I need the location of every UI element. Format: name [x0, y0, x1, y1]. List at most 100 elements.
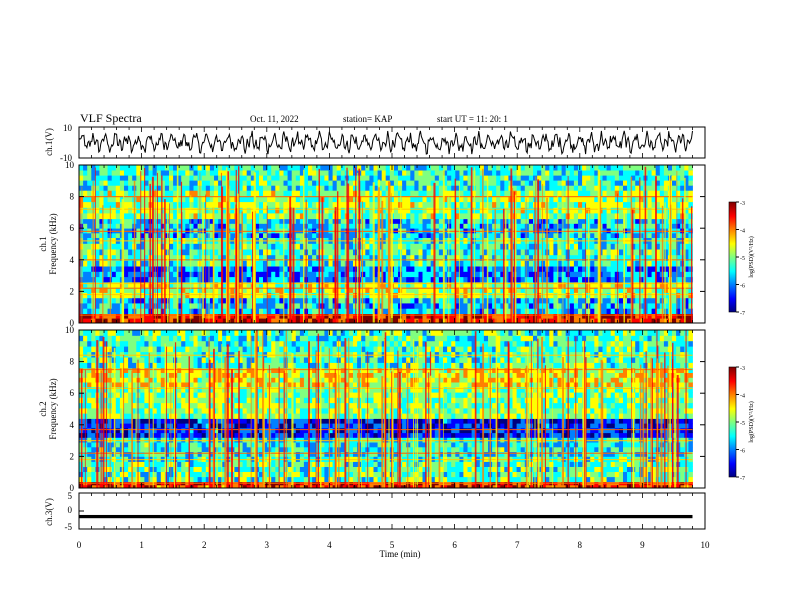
spectrogram-cell [651, 228, 657, 234]
spectrogram-cell [651, 254, 657, 261]
spectrogram-cell [259, 303, 264, 309]
spectrogram-cell [373, 276, 378, 283]
spectrogram-cell [185, 223, 190, 229]
spectrogram-cell [455, 175, 460, 181]
spectrogram-cell [561, 292, 567, 299]
spectrogram-cell [467, 297, 472, 304]
spectrogram-cell [463, 232, 468, 238]
spectrogram-cell [353, 484, 358, 489]
spectrogram-cell [238, 228, 243, 234]
spectrogram-cell [398, 175, 403, 181]
spectrogram-cell [316, 303, 321, 309]
spectrogram-cell [87, 254, 92, 261]
spectrogram-cell [169, 213, 174, 220]
spectrogram-cell [173, 185, 178, 191]
spectrogram-cell [553, 313, 558, 319]
spectrogram-cell [124, 243, 129, 250]
spectrogram-cell [95, 266, 100, 272]
spectrogram-cell [177, 297, 182, 304]
spectrogram-cell [602, 170, 607, 176]
spectrogram-cell [299, 175, 305, 181]
spectrogram-cell [316, 165, 321, 171]
spectrogram-cell [651, 271, 657, 278]
spectrogram-cell [128, 213, 133, 220]
spectrogram-cell [528, 297, 534, 304]
spectrogram-cell [500, 170, 505, 176]
spectrogram-cell [79, 281, 84, 288]
spectrogram-cell [308, 190, 313, 197]
spectrogram-cell [144, 260, 149, 267]
spectrogram-cell [324, 232, 329, 238]
spectrogram-cell [308, 165, 313, 171]
spectrogram-cell [250, 180, 256, 186]
spectrogram-cell [87, 218, 92, 224]
spectrogram-cell [271, 260, 276, 267]
spectrogram-cell [516, 185, 522, 191]
spectrogram-cell [111, 243, 117, 250]
spectrogram-cell [471, 232, 477, 238]
spectrogram-cell [614, 287, 620, 293]
spectrogram-cell [639, 313, 644, 319]
spectrogram-cell [160, 276, 166, 283]
spectrogram-cell [549, 260, 554, 267]
spectrogram-cell [267, 170, 272, 176]
spectrogram-cell [283, 271, 288, 278]
spectrogram-cell [222, 223, 227, 229]
spectrogram-cell [79, 287, 84, 293]
spectrogram-cell [263, 271, 268, 278]
spectrogram-cell [267, 287, 272, 293]
spectrogram-cell [528, 223, 534, 229]
spectrogram-cell [328, 165, 333, 171]
spectrogram-cell [205, 218, 211, 224]
spectrogram-cell [451, 484, 456, 489]
spectrogram-cell [218, 213, 223, 220]
spectrogram-cell [205, 170, 211, 176]
spectrogram-cell [267, 190, 272, 197]
spectrogram-cell [177, 232, 182, 238]
spectrogram-cell [614, 228, 620, 234]
spectrogram-cell [635, 281, 640, 288]
spectrogram-cell [528, 249, 534, 256]
spectrogram-cell [177, 180, 182, 186]
spectrogram-cell [140, 484, 145, 489]
spectrogram-cell [316, 170, 321, 176]
spectrogram-cell [684, 260, 689, 267]
spectrogram-cell [684, 201, 689, 208]
spectrogram-cell [205, 254, 211, 261]
spectrogram-cell [406, 185, 411, 191]
spectrogram-cell [209, 313, 215, 319]
spectrogram-cell [340, 308, 346, 314]
spectrogram-cell [426, 165, 432, 171]
spectrogram-cell [582, 180, 587, 186]
spectrogram-cell [218, 218, 223, 224]
spectrogram-cell [83, 196, 88, 203]
spectrogram-cell [308, 271, 313, 278]
spectrogram-cell [181, 165, 186, 171]
spectrogram-cell [606, 260, 612, 267]
spectrogram-cell [406, 318, 411, 324]
spectrogram-cell [492, 175, 497, 181]
spectrogram-cell [614, 281, 620, 288]
spectrogram-cell [254, 292, 260, 299]
spectrogram-cell [250, 484, 256, 489]
spectrogram-cell [324, 218, 329, 224]
spectrogram-cell [594, 201, 599, 208]
spectrogram-cell [504, 201, 509, 208]
spectrogram-cell [434, 308, 440, 314]
spectrogram-cell [553, 292, 558, 299]
spectrogram-cell [218, 281, 223, 288]
spectrogram-cell [238, 201, 243, 208]
spectrogram-cell [402, 201, 407, 208]
spectrogram-cell [299, 281, 305, 288]
spectrogram-cell [594, 292, 599, 299]
spectrogram-cell [393, 196, 399, 203]
spectrogram-cell [177, 207, 182, 214]
spectrogram-cell [451, 218, 456, 224]
spectrogram-cell [324, 207, 329, 214]
spectrogram-cell [95, 287, 100, 293]
spectrogram-cell [205, 175, 211, 181]
spectrogram-cell [205, 260, 211, 267]
ch1-waveform-ylabel: ch.1(V) [44, 128, 54, 156]
spectrogram-cell [402, 254, 407, 261]
spectrogram-cell [201, 201, 207, 208]
